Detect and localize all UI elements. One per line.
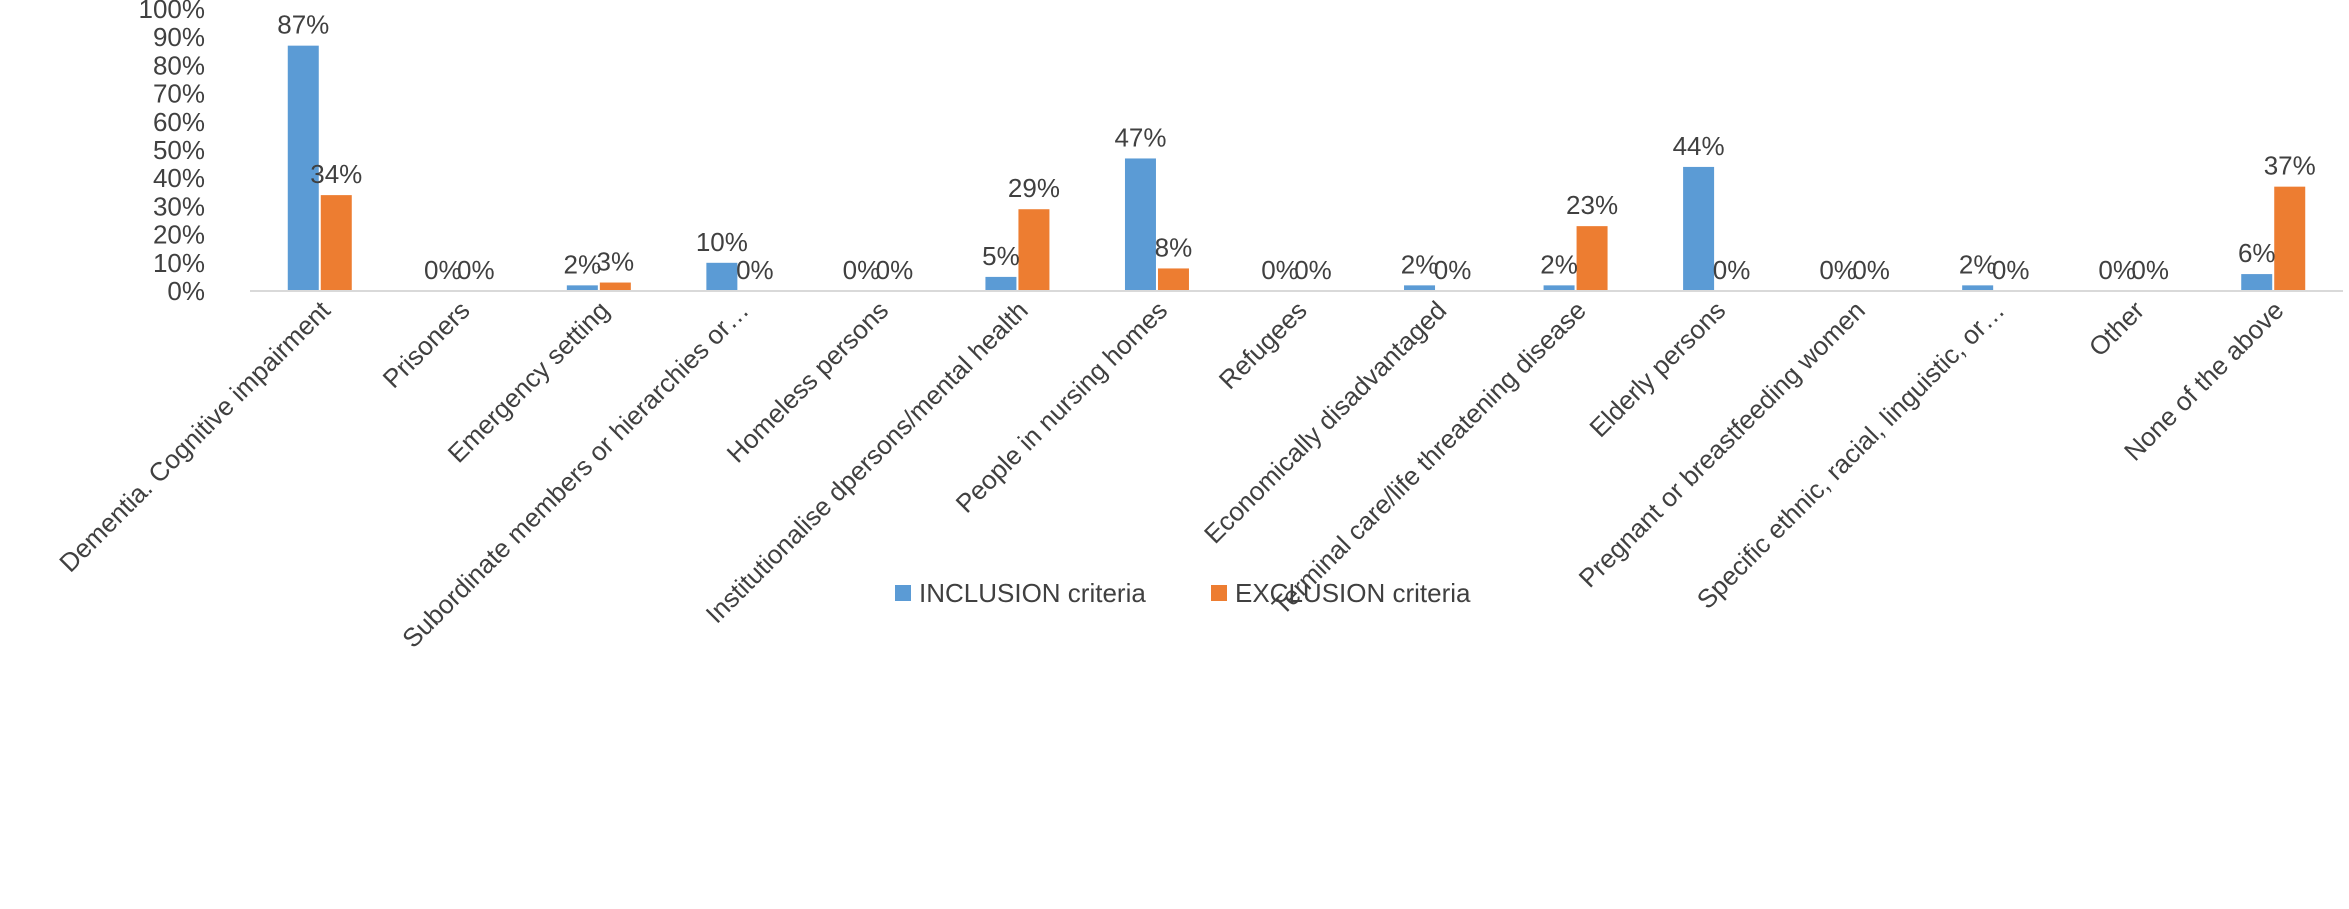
data-label: 10% bbox=[696, 227, 748, 257]
data-label: 0% bbox=[1434, 255, 1472, 285]
data-label: 87% bbox=[277, 10, 329, 40]
bar-inclusion bbox=[985, 276, 1017, 291]
data-label: 8% bbox=[1155, 232, 1193, 262]
legend-swatch-exclusion bbox=[1211, 585, 1227, 601]
data-label: 29% bbox=[1008, 173, 1060, 203]
bar-exclusion bbox=[1576, 226, 1608, 291]
bar-inclusion bbox=[566, 285, 598, 291]
bar-exclusion bbox=[599, 282, 631, 291]
data-label: 23% bbox=[1566, 190, 1618, 220]
data-label: 3% bbox=[597, 247, 635, 277]
data-label: 0% bbox=[1294, 255, 1332, 285]
x-category-label: Elderly persons bbox=[1583, 295, 1731, 443]
y-tick-label: 50% bbox=[153, 135, 205, 165]
y-tick-label: 10% bbox=[153, 248, 205, 278]
bar-inclusion bbox=[1962, 285, 1994, 291]
y-tick-label: 90% bbox=[153, 22, 205, 52]
data-label: 0% bbox=[1261, 255, 1299, 285]
data-label: 0% bbox=[424, 255, 462, 285]
y-tick-label: 40% bbox=[153, 163, 205, 193]
bar-inclusion bbox=[1404, 285, 1436, 291]
y-tick-label: 30% bbox=[153, 191, 205, 221]
x-category-label: Terminal care/life threatening disease bbox=[1266, 295, 1592, 621]
data-label: 0% bbox=[843, 255, 881, 285]
bars bbox=[287, 45, 2306, 291]
bar-inclusion bbox=[2241, 274, 2273, 291]
y-tick-label: 0% bbox=[167, 276, 205, 306]
x-category-label: Refugees bbox=[1213, 295, 1313, 395]
data-label: 0% bbox=[1713, 255, 1751, 285]
bar-inclusion bbox=[1124, 158, 1156, 291]
data-label: 0% bbox=[1992, 255, 2030, 285]
bar-exclusion bbox=[1018, 209, 1050, 291]
x-category-label: Dementia. Cognitive impairment bbox=[53, 294, 336, 577]
y-tick-label: 80% bbox=[153, 50, 205, 80]
data-label: 34% bbox=[310, 159, 362, 189]
y-axis: 0%10%20%30%40%50%60%70%80%90%100% bbox=[139, 0, 206, 306]
y-tick-label: 70% bbox=[153, 79, 205, 109]
x-category-label: Prisoners bbox=[377, 295, 476, 394]
x-category-label: Economically disadvantaged bbox=[1198, 295, 1452, 549]
legend: INCLUSION criteria EXCLUSION criteria bbox=[895, 578, 1471, 608]
data-label: 2% bbox=[1401, 249, 1439, 279]
x-category-label: Pregnant or breastfeeding women bbox=[1573, 295, 1871, 593]
data-label: 47% bbox=[1114, 122, 1166, 152]
data-label: 0% bbox=[736, 255, 774, 285]
data-label: 37% bbox=[2264, 151, 2316, 181]
data-label: 0% bbox=[2131, 255, 2169, 285]
y-tick-label: 100% bbox=[139, 0, 206, 24]
bar-inclusion bbox=[706, 262, 738, 291]
x-axis: Dementia. Cognitive impairment Prisoners E… bbox=[53, 290, 2343, 653]
data-label: 0% bbox=[876, 255, 914, 285]
x-category-label: Specific ethnic, racial, linguistic, or… bbox=[1691, 295, 2011, 615]
data-label: 6% bbox=[2238, 238, 2276, 268]
bar-inclusion bbox=[1683, 166, 1715, 291]
legend-swatch-inclusion bbox=[895, 585, 911, 601]
data-label: 2% bbox=[564, 249, 602, 279]
bar-exclusion bbox=[1157, 268, 1189, 291]
bar-exclusion bbox=[320, 195, 352, 291]
bar-inclusion bbox=[287, 45, 319, 291]
data-label: 0% bbox=[1819, 255, 1857, 285]
y-tick-label: 60% bbox=[153, 107, 205, 137]
data-label: 0% bbox=[457, 255, 495, 285]
x-category-label: Other bbox=[2083, 295, 2150, 362]
data-labels: 87%0% 2%10%0% 5%47%0% 2% 2%44%0% 2% 0%6%34%0% 3… bbox=[277, 10, 2316, 285]
bar-exclusion bbox=[2274, 186, 2306, 291]
legend-label-inclusion: INCLUSION criteria bbox=[919, 578, 1146, 608]
data-label: 0% bbox=[2098, 255, 2136, 285]
y-tick-label: 20% bbox=[153, 220, 205, 250]
legend-label-exclusion: EXCLUSION criteria bbox=[1235, 578, 1471, 608]
data-label: 44% bbox=[1673, 131, 1725, 161]
data-label: 5% bbox=[982, 241, 1020, 271]
data-label: 2% bbox=[1959, 249, 1997, 279]
data-label: 0% bbox=[1852, 255, 1890, 285]
bar-inclusion bbox=[1543, 285, 1575, 291]
data-label: 2% bbox=[1540, 249, 1578, 279]
